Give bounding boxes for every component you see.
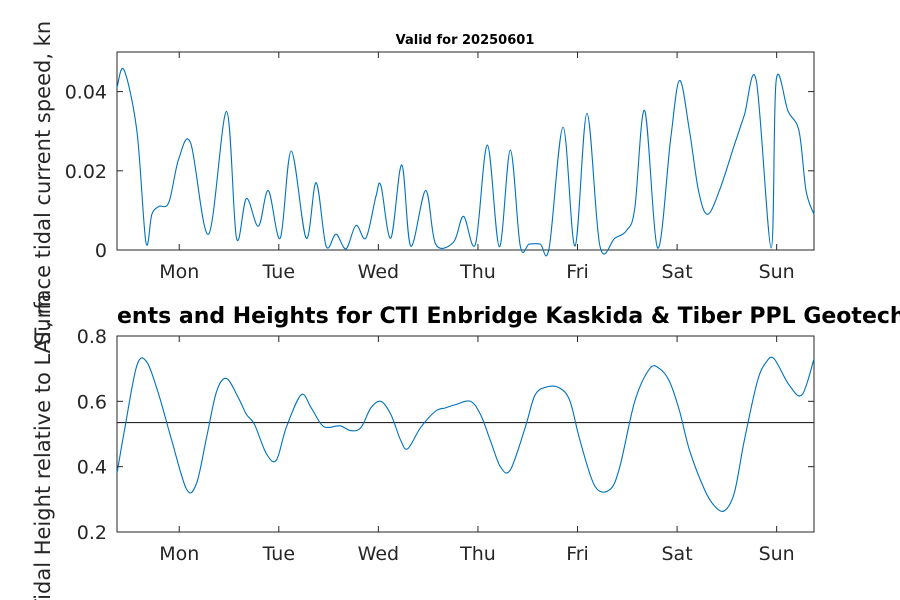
current-x-tick-label: Wed [358,261,399,283]
current-x-tick-label: Mon [159,261,199,283]
height-x-tick-label: Thu [459,543,496,565]
current-chart-axes-box [116,51,815,251]
current-x-tick-label: Thu [459,261,496,283]
tidal-height-series-line [116,356,815,512]
height-chart-axes-box [116,335,815,533]
current-speed-chart: Valid for 20250601 0 0.02 0.04 Mon Tue Wed Th… [31,21,815,345]
current-chart-ylabel: Surface tidal current speed, kn [31,21,55,345]
current-x-tick-label: Sat [662,261,693,283]
current-x-tick-label: Sun [759,261,795,283]
height-x-tick-label: Sun [759,543,795,565]
tidal-height-chart: ents and Heights for CTI Enbridge Kaskid… [31,294,900,600]
height-y-tick-label: 0.4 [77,457,107,479]
height-chart-y-ticks: 0.2 0.4 0.6 0.8 [77,326,814,544]
current-y-tick-label: 0 [95,240,107,262]
current-chart-x-ticks: Mon Tue Wed Thu Fri Sat Sun [159,52,795,283]
height-x-tick-label: Mon [159,543,199,565]
current-x-tick-label: Tue [262,261,295,283]
height-y-tick-label: 0.2 [77,522,107,544]
height-chart-title: ents and Heights for CTI Enbridge Kaskid… [117,304,900,329]
current-speed-series-line [116,67,815,257]
current-chart-y-ticks: 0 0.02 0.04 [65,82,814,262]
height-x-tick-label: Fri [566,543,589,565]
current-chart-title: Valid for 20250601 [396,33,535,48]
height-y-tick-label: 0.6 [77,391,107,413]
height-y-tick-label: 0.8 [77,326,107,348]
current-x-tick-label: Fri [566,261,589,283]
current-y-tick-label: 0.02 [65,161,107,183]
height-chart-ylabel: Tidal Height relative to LAT, m [31,294,55,600]
height-chart-x-ticks: Mon Tue Wed Thu Fri Sat Sun [159,336,795,565]
height-x-tick-label: Sat [662,543,693,565]
current-y-tick-label: 0.04 [65,82,107,104]
height-x-tick-label: Tue [262,543,295,565]
height-x-tick-label: Wed [358,543,399,565]
